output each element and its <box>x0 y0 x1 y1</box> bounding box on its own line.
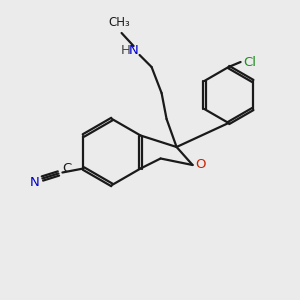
Text: N: N <box>129 44 139 58</box>
Text: C: C <box>62 162 71 175</box>
Text: Cl: Cl <box>243 56 256 68</box>
Text: H: H <box>121 44 130 58</box>
Text: CH₃: CH₃ <box>109 16 130 29</box>
Text: N: N <box>29 176 39 189</box>
Text: O: O <box>195 158 206 172</box>
